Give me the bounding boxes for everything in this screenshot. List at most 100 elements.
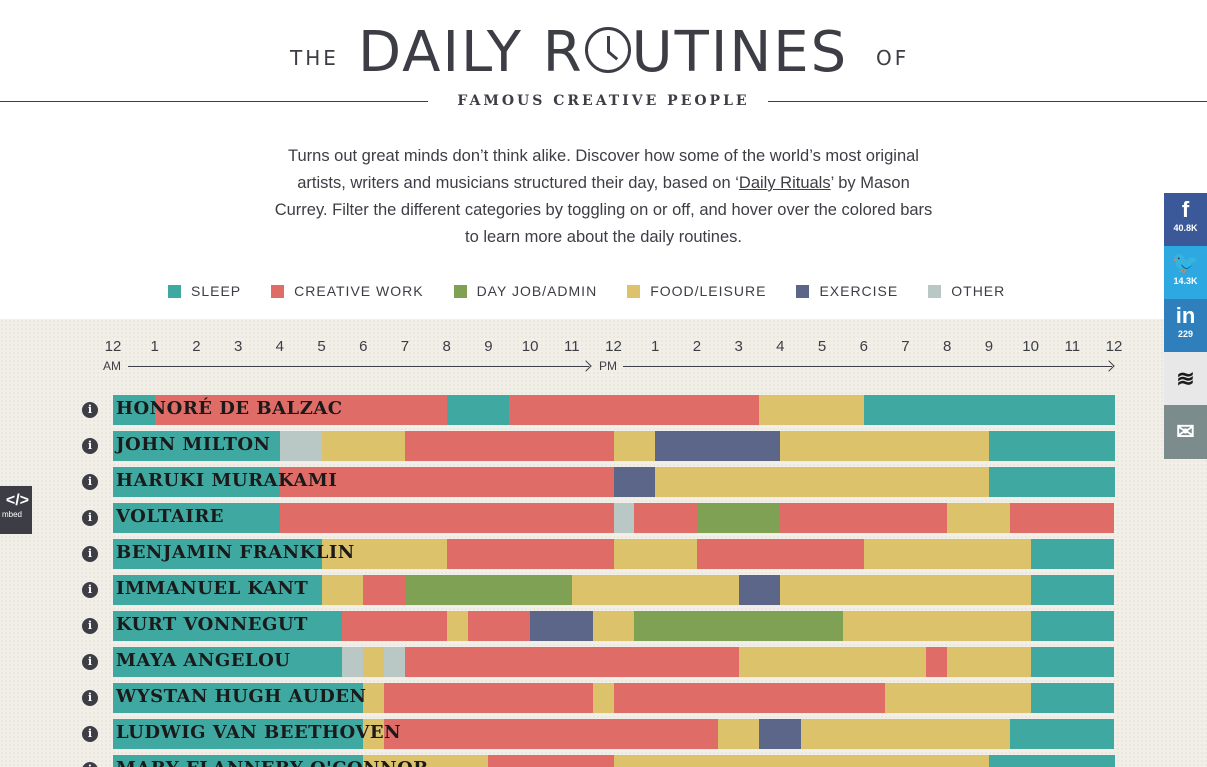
routine-segment-exercise[interactable] xyxy=(530,611,594,641)
routine-segment-food[interactable] xyxy=(613,431,656,461)
routine-segment-food[interactable] xyxy=(947,503,1011,533)
routine-segment-work[interactable] xyxy=(404,431,614,461)
routine-segment-sleep[interactable] xyxy=(113,611,343,641)
routine-segment-food[interactable] xyxy=(321,575,364,605)
routine-segment-sleep[interactable] xyxy=(113,647,343,677)
routine-segment-sleep[interactable] xyxy=(113,755,364,767)
routine-segment-food[interactable] xyxy=(363,683,385,713)
routine-segment-sleep[interactable] xyxy=(113,395,156,425)
routine-segment-food[interactable] xyxy=(613,539,698,569)
facebook-share-button[interactable]: f 40.8K xyxy=(1164,193,1207,247)
routine-segment-work[interactable] xyxy=(613,683,886,713)
info-icon[interactable]: i xyxy=(82,474,98,490)
routine-segment-exercise[interactable] xyxy=(655,431,781,461)
routine-segment-work[interactable] xyxy=(634,503,698,533)
routine-segment-work[interactable] xyxy=(342,611,448,641)
routine-segment-other[interactable] xyxy=(279,431,323,461)
linkedin-share-button[interactable]: in 229 xyxy=(1164,299,1207,353)
routine-segment-sleep[interactable] xyxy=(1030,575,1115,605)
routine-segment-work[interactable] xyxy=(446,539,614,569)
routine-segment-food[interactable] xyxy=(863,539,1032,569)
embed-button[interactable]: </> mbed xyxy=(0,486,32,534)
routine-segment-sleep[interactable] xyxy=(988,467,1115,497)
info-icon[interactable]: i xyxy=(82,438,98,454)
routine-segment-other[interactable] xyxy=(384,647,406,677)
routine-segment-sleep[interactable] xyxy=(863,395,1115,425)
legend-toggle-other[interactable]: OTHER xyxy=(928,283,1005,299)
routine-segment-sleep[interactable] xyxy=(988,755,1115,767)
routine-segment-work[interactable] xyxy=(696,539,865,569)
routine-segment-work[interactable] xyxy=(1009,503,1115,533)
routine-segment-work[interactable] xyxy=(488,755,614,767)
routine-segment-sleep[interactable] xyxy=(1030,683,1115,713)
routine-segment-job[interactable] xyxy=(634,611,844,641)
routine-segment-sleep[interactable] xyxy=(988,431,1115,461)
routine-segment-sleep[interactable] xyxy=(446,395,510,425)
routine-segment-work[interactable] xyxy=(509,395,760,425)
routine-segment-food[interactable] xyxy=(717,719,760,749)
routine-segment-sleep[interactable] xyxy=(113,575,323,605)
legend-toggle-creative-work[interactable]: CREATIVE WORK xyxy=(271,283,423,299)
info-icon[interactable]: i xyxy=(82,690,98,706)
routine-segment-work[interactable] xyxy=(279,467,614,497)
routine-segment-food[interactable] xyxy=(759,395,865,425)
info-icon[interactable]: i xyxy=(82,618,98,634)
routine-segment-food[interactable] xyxy=(947,647,1032,677)
routine-segment-food[interactable] xyxy=(780,431,990,461)
legend-toggle-day-job-admin[interactable]: DAY JOB/ADMIN xyxy=(453,283,598,299)
routine-segment-sleep[interactable] xyxy=(1009,719,1115,749)
email-share-button[interactable]: ✉ xyxy=(1164,405,1207,459)
routine-segment-food[interactable] xyxy=(884,683,1032,713)
legend-toggle-food-leisure[interactable]: FOOD/LEISURE xyxy=(627,283,766,299)
routine-segment-food[interactable] xyxy=(363,755,489,767)
routine-segment-sleep[interactable] xyxy=(113,719,364,749)
routine-segment-food[interactable] xyxy=(321,539,448,569)
routine-segment-sleep[interactable] xyxy=(113,503,281,533)
routine-segment-food[interactable] xyxy=(571,575,740,605)
routine-segment-food[interactable] xyxy=(655,467,990,497)
routine-segment-sleep[interactable] xyxy=(1030,611,1115,641)
routine-segment-food[interactable] xyxy=(842,611,1032,641)
info-icon[interactable]: i xyxy=(82,762,98,767)
info-icon[interactable]: i xyxy=(82,582,98,598)
routine-segment-work[interactable] xyxy=(384,683,594,713)
routine-segment-food[interactable] xyxy=(592,683,614,713)
buffer-share-button[interactable]: ≋ xyxy=(1164,352,1207,406)
routine-segment-work[interactable] xyxy=(926,647,948,677)
routine-segment-food[interactable] xyxy=(592,611,635,641)
routine-segment-sleep[interactable] xyxy=(1030,539,1115,569)
routine-segment-work[interactable] xyxy=(467,611,531,641)
routine-segment-food[interactable] xyxy=(446,611,468,641)
routine-segment-exercise[interactable] xyxy=(759,719,802,749)
routine-segment-food[interactable] xyxy=(363,647,385,677)
info-icon[interactable]: i xyxy=(82,510,98,526)
routine-segment-sleep[interactable] xyxy=(113,683,364,713)
routine-segment-job[interactable] xyxy=(404,575,573,605)
routine-segment-other[interactable] xyxy=(613,503,635,533)
routine-segment-work[interactable] xyxy=(279,503,614,533)
info-icon[interactable]: i xyxy=(82,546,98,562)
routine-segment-food[interactable] xyxy=(780,575,1032,605)
routine-segment-work[interactable] xyxy=(384,719,719,749)
routine-segment-food[interactable] xyxy=(738,647,927,677)
routine-segment-other[interactable] xyxy=(342,647,364,677)
routine-segment-exercise[interactable] xyxy=(738,575,781,605)
legend-toggle-sleep[interactable]: SLEEP xyxy=(168,283,241,299)
routine-segment-food[interactable] xyxy=(801,719,1011,749)
routine-segment-sleep[interactable] xyxy=(1030,647,1115,677)
routine-segment-work[interactable] xyxy=(780,503,948,533)
twitter-share-button[interactable]: 🐦 14.3K xyxy=(1164,246,1207,300)
routine-segment-work[interactable] xyxy=(154,395,448,425)
routine-segment-food[interactable] xyxy=(363,719,385,749)
legend-toggle-exercise[interactable]: EXERCISE xyxy=(796,283,898,299)
info-icon[interactable]: i xyxy=(82,654,98,670)
daily-rituals-link[interactable]: Daily Rituals xyxy=(738,174,831,192)
routine-segment-work[interactable] xyxy=(404,647,740,677)
routine-segment-food[interactable] xyxy=(613,755,990,767)
routine-segment-exercise[interactable] xyxy=(613,467,656,497)
routine-segment-food[interactable] xyxy=(321,431,406,461)
routine-segment-sleep[interactable] xyxy=(113,539,323,569)
info-icon[interactable]: i xyxy=(82,726,98,742)
info-icon[interactable]: i xyxy=(82,402,98,418)
routine-segment-sleep[interactable] xyxy=(113,467,281,497)
